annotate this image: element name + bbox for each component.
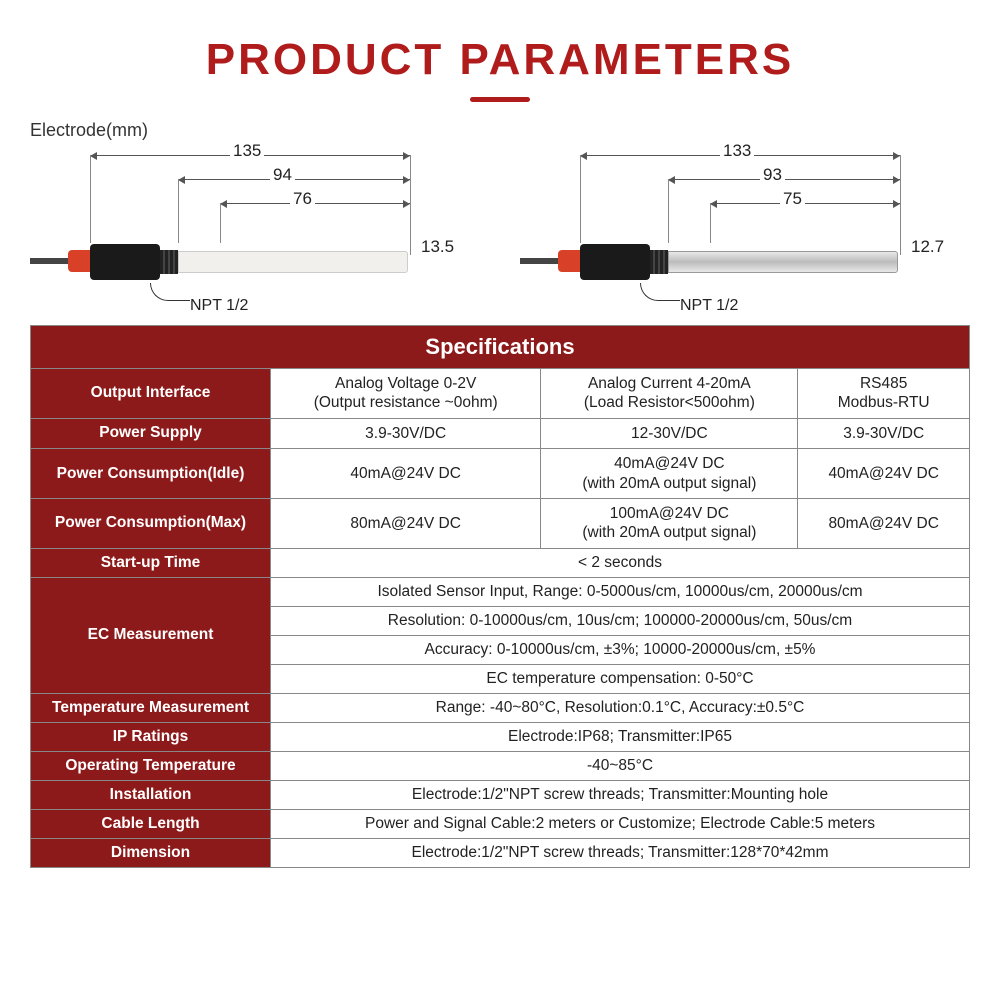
row-label: Temperature Measurement [31, 693, 271, 722]
row-label: Operating Temperature [31, 751, 271, 780]
table-cell: -40~85°C [271, 751, 970, 780]
table-cell: < 2 seconds [271, 548, 970, 577]
npt-label-right: NPT 1/2 [680, 297, 738, 315]
table-cell: Analog Current 4-20mA(Load Resistor<500o… [541, 369, 798, 419]
row-label: Installation [31, 780, 271, 809]
electrode-label: Electrode(mm) [30, 120, 970, 141]
table-cell: 3.9-30V/DC [271, 418, 541, 448]
row-label: EC Measurement [31, 577, 271, 693]
row-label: Start-up Time [31, 548, 271, 577]
table-cell: 3.9-30V/DC [798, 418, 970, 448]
row-label: Power Consumption(Max) [31, 498, 271, 548]
nut-icon [90, 244, 160, 280]
table-cell: Electrode:1/2"NPT screw threads; Transmi… [271, 780, 970, 809]
npt-label-left: NPT 1/2 [190, 297, 248, 315]
table-cell: 12-30V/DC [541, 418, 798, 448]
diagram-left: 135 94 76 13.5 NPT 1/2 [30, 145, 480, 315]
table-cell: Accuracy: 0-10000us/cm, ±3%; 10000-20000… [271, 635, 970, 664]
table-cell: 80mA@24V DC [271, 498, 541, 548]
table-cell: Electrode:1/2"NPT screw threads; Transmi… [271, 838, 970, 867]
table-header: Specifications [31, 326, 970, 369]
row-label: Cable Length [31, 809, 271, 838]
dim-135: 135 [230, 141, 264, 161]
table-cell: Resolution: 0-10000us/cm, 10us/cm; 10000… [271, 606, 970, 635]
table-cell: Isolated Sensor Input, Range: 0-5000us/c… [271, 577, 970, 606]
table-cell: 40mA@24V DC(with 20mA output signal) [541, 449, 798, 499]
table-cell: Range: -40~80°C, Resolution:0.1°C, Accur… [271, 693, 970, 722]
red-cap-icon [558, 250, 582, 272]
table-cell: RS485Modbus-RTU [798, 369, 970, 419]
row-label: Power Consumption(Idle) [31, 449, 271, 499]
title-underline [470, 97, 530, 102]
diagram-right: 133 93 75 12.7 NPT 1/2 [520, 145, 970, 315]
spec-table: Specifications Output InterfaceAnalog Vo… [30, 325, 970, 868]
dim-94: 94 [270, 165, 295, 185]
dim-76: 76 [290, 189, 315, 209]
shaft-white [178, 251, 408, 273]
table-cell: 40mA@24V DC [798, 449, 970, 499]
row-label: IP Ratings [31, 722, 271, 751]
nut-icon [580, 244, 650, 280]
row-label: Dimension [31, 838, 271, 867]
table-cell: 80mA@24V DC [798, 498, 970, 548]
cable-icon [520, 258, 560, 264]
dim-133: 133 [720, 141, 754, 161]
table-cell: 100mA@24V DC(with 20mA output signal) [541, 498, 798, 548]
dim-93: 93 [760, 165, 785, 185]
table-cell: Power and Signal Cable:2 meters or Custo… [271, 809, 970, 838]
cable-icon [30, 258, 70, 264]
table-cell: 40mA@24V DC [271, 449, 541, 499]
table-cell: Analog Voltage 0-2V(Output resistance ~0… [271, 369, 541, 419]
table-cell: Electrode:IP68; Transmitter:IP65 [271, 722, 970, 751]
red-cap-icon [68, 250, 92, 272]
row-label: Output Interface [31, 369, 271, 419]
dim-75: 75 [780, 189, 805, 209]
shaft-metal [668, 251, 898, 273]
diagram-row: 135 94 76 13.5 NPT 1/2 133 93 75 12.7 [30, 145, 970, 315]
page-title: PRODUCT PARAMETERS [30, 35, 970, 85]
row-label: Power Supply [31, 418, 271, 448]
table-cell: EC temperature compensation: 0-50°C [271, 664, 970, 693]
